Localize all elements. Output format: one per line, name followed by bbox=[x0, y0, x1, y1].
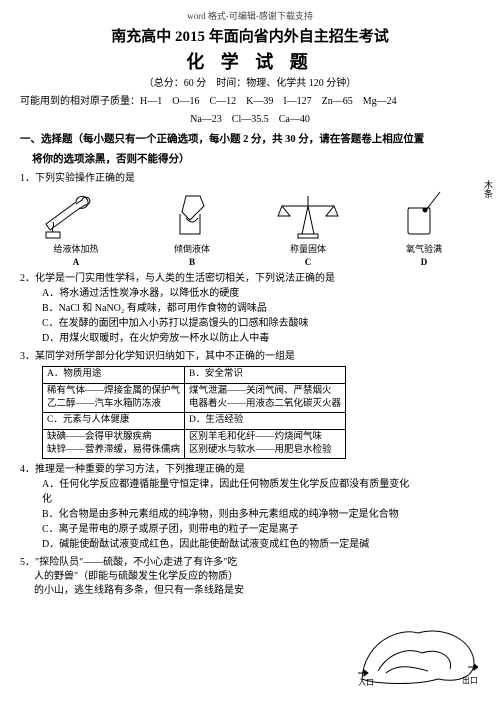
fig-B: 倾倒液体 B bbox=[140, 190, 244, 268]
mass-prefix: 可能用到的相对原子质量： bbox=[20, 96, 140, 107]
wood-stick-label: 木条 bbox=[481, 180, 494, 198]
q1-figure-row: 给液体加热 A 倾倒液体 B 称量固体 C bbox=[20, 190, 480, 268]
q1-stem: 1．下列实验操作正确的是 bbox=[20, 172, 480, 186]
q2-opt-C: C．在发酵的面团中加入小苏打以提高馒头的口感和除去酸味 bbox=[42, 317, 480, 331]
q3-hC: C．元素与人体健康 bbox=[43, 413, 185, 429]
q4-stem: 4．推理是一种重要的学习方法，下列推理正确的是 bbox=[20, 463, 480, 477]
q3-c1: 缺碘——会得甲状腺疾病 bbox=[47, 431, 180, 444]
fig-D-caption: 氧气验满 bbox=[406, 243, 442, 256]
q3-hA: A．物质用途 bbox=[43, 367, 185, 383]
fig-A-letter: A bbox=[73, 256, 80, 269]
q4-opt-A-cont: 化 bbox=[42, 493, 480, 507]
q4-opt-D: D．碱能使酚酞试液变成红色，因此能使酚酞试液变成红色的物质一定是碱 bbox=[42, 538, 480, 552]
section-1-heading-2: 将你的选项涂黑，否则不能得分） bbox=[20, 153, 480, 168]
atomic-mass-line1: 可能用到的相对原子质量：H—1 O—16 C—12 K—39 I—127 Zn—… bbox=[20, 95, 480, 109]
fig-D-letter: D bbox=[421, 256, 428, 269]
q3-b1: 煤气泄漏——关闭气阀、严禁烟火 bbox=[189, 385, 341, 398]
q3-a1: 稀有气体——焊接金属的保护气 bbox=[47, 385, 180, 398]
weighing-solid-icon bbox=[272, 190, 344, 242]
q4-options: A．任何化学反应都遵循能量守恒定律，因此任何物质发生化学反应都没有质量变化 化 … bbox=[20, 478, 480, 552]
fig-C: 称量固体 C bbox=[256, 190, 360, 268]
q2-opt-B: B．NaCl 和 NaNO₂ 有咸味，都可用作食物的调味品 bbox=[42, 302, 480, 316]
exam-title-main: 南充高中 2015 年面向省内外自主招生考试 bbox=[20, 27, 480, 48]
q3-a2: 乙二醇——汽车水箱防冻液 bbox=[47, 398, 180, 411]
q3-d1: 区别羊毛和化纤——灼烧闻气味 bbox=[189, 431, 341, 444]
q4-opt-A: A．任何化学反应都遵循能量守恒定律，因此任何物质发生化学反应都没有质量变化 bbox=[42, 478, 480, 492]
fig-C-caption: 称量固体 bbox=[290, 243, 326, 256]
q3-table: A．物质用途 B．安全常识 稀有气体——焊接金属的保护气 乙二醇——汽车水箱防冻… bbox=[42, 366, 346, 459]
fig-C-letter: C bbox=[305, 256, 312, 269]
q3-d2: 区别硬水与软水——用肥皂水检验 bbox=[189, 444, 341, 457]
q5-l3: 的小山，逃生线路有多条，但只有一条线路是安 bbox=[20, 584, 350, 598]
q5-l2: 人的野兽"（即能与硫酸发生化学反应的物质） bbox=[20, 570, 350, 584]
exam-title-info: （总分：60 分 时间：物理、化学共 120 分钟） bbox=[20, 77, 480, 91]
q3-hB: B．安全常识 bbox=[185, 367, 346, 383]
q5-stem: 5．"探险队员"——硫酸，不小心走进了有许多"吃 bbox=[20, 556, 350, 570]
q2-opt-D: D．用煤火取暖时，在火炉旁放一杯水以防止人中毒 bbox=[42, 332, 480, 346]
q3-b2: 电器着火——用液态二氧化碳灭火器 bbox=[189, 398, 341, 411]
fig-A-caption: 给液体加热 bbox=[53, 243, 98, 256]
q3-stem: 3．某同学对所学部分化学知识归纳如下，其中不正确的一组是 bbox=[20, 350, 480, 364]
q2-stem: 2．化学是一门实用性学科，与人类的生活密切相关，下列说法正确的是 bbox=[20, 272, 480, 286]
cave-in-label: 入口 bbox=[358, 678, 374, 687]
mass-vals-1: H—1 O—16 C—12 K—39 I—127 Zn—65 Mg—24 bbox=[140, 96, 397, 107]
q4-opt-B: B．化合物是由多种元素组成的纯净物，则由多种元素组成的纯净物一定是化合物 bbox=[42, 508, 480, 522]
fig-B-letter: B bbox=[189, 256, 195, 269]
heating-liquid-icon bbox=[40, 190, 112, 242]
fig-A: 给液体加热 A bbox=[24, 190, 128, 268]
cave-out-label: 出口 bbox=[462, 675, 478, 685]
atomic-mass-line2: Na—23 Cl—35.5 Ca—40 bbox=[20, 113, 480, 127]
fig-B-caption: 倾倒液体 bbox=[174, 243, 210, 256]
section-1-heading: 一、选择题（每小题只有一个正确选项，每小题 2 分，共 30 分，请在答题卷上相… bbox=[20, 133, 480, 148]
oxygen-test-icon bbox=[388, 190, 460, 242]
q2-opt-A: A．将水通过活性炭净水器，以降低水的硬度 bbox=[42, 287, 480, 301]
q4-opt-C: C．离子是带电的原子或原子团，则带电的粒子一定是离子 bbox=[42, 523, 480, 537]
q3-c2: 缺锌——营养滞缓，易得侏儒病 bbox=[47, 444, 180, 457]
fig-D: 氧气验满 D bbox=[372, 190, 476, 268]
page-header-small: word 格式-可编辑-感谢下载支持 bbox=[20, 10, 480, 23]
q3-hD: D．生活经验 bbox=[185, 413, 346, 429]
exam-title-sub: 化 学 试 题 bbox=[20, 50, 480, 75]
pouring-liquid-icon bbox=[156, 190, 228, 242]
cave-diagram: 入口 出口 bbox=[358, 623, 478, 692]
q2-options: A．将水通过活性炭净水器，以降低水的硬度 B．NaCl 和 NaNO₂ 有咸味，… bbox=[20, 287, 480, 346]
